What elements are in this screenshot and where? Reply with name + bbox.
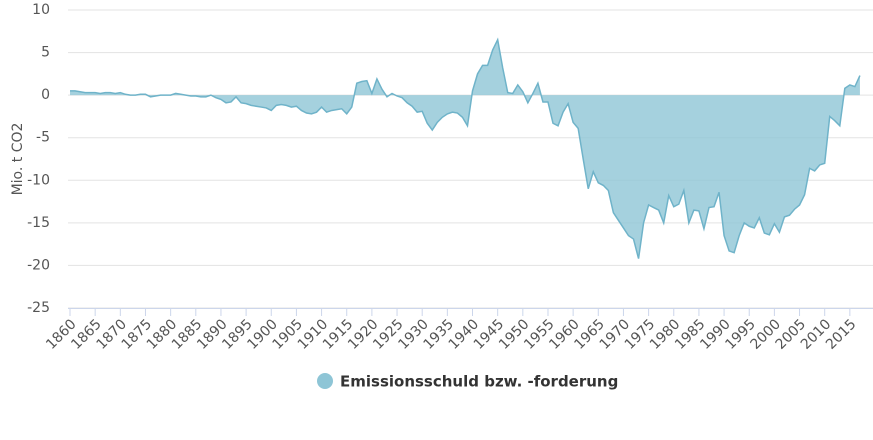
area <box>70 39 860 259</box>
y-tick-label: 10 <box>32 2 50 18</box>
y-tick-label: 5 <box>41 45 50 61</box>
area-line <box>70 37 861 259</box>
legend-label: Emissionsschuld bzw. -forderung <box>340 373 618 391</box>
y-axis-label: Mio. t CO2 <box>10 123 26 196</box>
y-tick-label: -20 <box>27 257 50 273</box>
y-tick-label: -15 <box>27 215 50 231</box>
y-tick-label: -5 <box>36 130 50 146</box>
y-tick-label: -10 <box>27 172 50 188</box>
legend-marker <box>317 373 333 389</box>
y-tick-label: 0 <box>41 87 50 103</box>
y-tick-label: -25 <box>27 300 50 316</box>
